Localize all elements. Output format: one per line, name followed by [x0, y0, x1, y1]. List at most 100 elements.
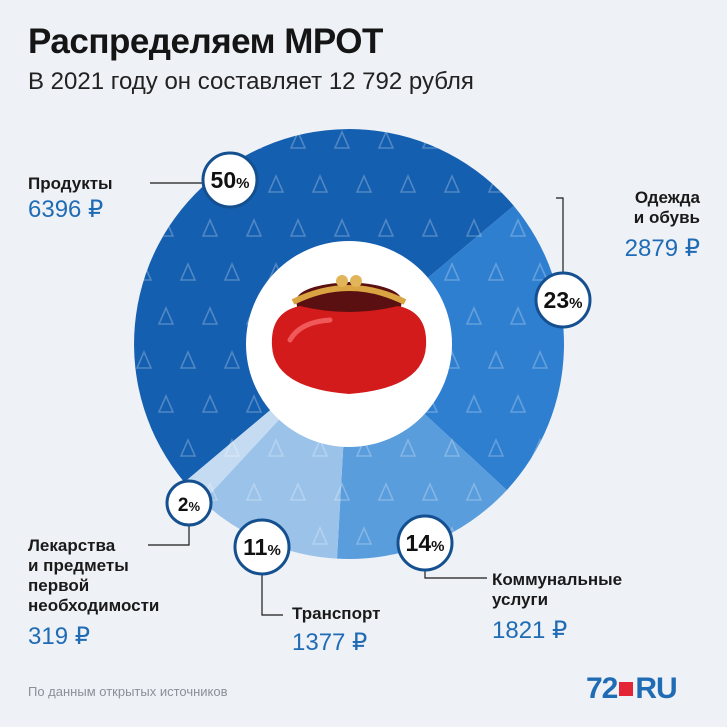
category-label-medicine: Лекарства и предметы первой необходимост…: [28, 536, 160, 615]
pattern-glyph: [333, 482, 351, 501]
pattern-glyph: [179, 438, 197, 457]
pattern-glyph: [553, 130, 564, 149]
pattern-glyph: [157, 130, 175, 149]
category-value-transport: 1377 ₽: [292, 629, 368, 656]
pattern-glyph: [355, 174, 373, 193]
pattern-glyph: [377, 130, 395, 149]
category-value-utilities: 1821 ₽: [492, 617, 568, 644]
logo-number: 72: [586, 672, 618, 705]
category-label-clothes: Одежда и обувь: [633, 188, 700, 227]
pattern-glyph: [157, 394, 175, 413]
pattern-glyph: [443, 174, 461, 193]
pattern-glyph: [267, 174, 285, 193]
percent-label: 23%: [544, 287, 583, 313]
percent-badge-clothes: 23%: [534, 271, 592, 329]
category-label-utilities: Коммунальные услуги: [492, 570, 623, 609]
percent-badge-products: 50%: [201, 151, 259, 209]
pattern-glyph: [399, 174, 417, 193]
pattern-glyph: [245, 130, 263, 149]
pattern-glyph: [311, 174, 329, 193]
pattern-glyph: [179, 350, 197, 369]
pattern-glyph: [443, 262, 461, 281]
pattern-glyph: [421, 482, 439, 501]
pattern-glyph: [289, 130, 307, 149]
category-value-clothes: 2879 ₽: [624, 235, 700, 262]
pattern-glyph: [443, 438, 461, 457]
pattern-glyph: [399, 438, 417, 457]
pattern-glyph: [377, 482, 395, 501]
pattern-glyph: [245, 394, 263, 413]
pattern-glyph: [223, 438, 241, 457]
leader-line-transport: [261, 574, 283, 616]
pie-slice-clothes: [349, 205, 564, 491]
pattern-glyph: [201, 218, 219, 237]
pattern-glyph: [157, 306, 175, 325]
pattern-glyph: [377, 218, 395, 237]
pattern-glyph: [355, 438, 373, 457]
category-value-products: 6396 ₽: [28, 196, 104, 223]
site-logo[interactable]: 72 RU: [586, 672, 678, 706]
percent-label: 2%: [178, 495, 201, 516]
pattern-glyph: [509, 130, 527, 149]
pattern-glyph: [267, 438, 285, 457]
category-label-transport: Транспорт: [292, 604, 381, 623]
leader-line-medicine: [148, 525, 190, 546]
pattern-glyph: [465, 306, 483, 325]
source-note: По данным открытых источников: [28, 684, 228, 699]
pattern-glyph: [509, 482, 527, 501]
pattern-glyph: [245, 218, 263, 237]
percent-label: 14%: [406, 530, 445, 556]
percent-label: 11%: [243, 534, 281, 560]
pattern-glyph: [179, 174, 197, 193]
pattern-glyph: [201, 306, 219, 325]
pattern-glyph: [509, 306, 527, 325]
pattern-glyph: [509, 394, 527, 413]
pattern-glyph: [333, 130, 351, 149]
pattern-glyph: [465, 482, 483, 501]
pattern-glyph: [465, 130, 483, 149]
pattern-glyph: [289, 482, 307, 501]
pattern-glyph: [179, 262, 197, 281]
percent-badge-medicine: 2%: [165, 479, 213, 527]
pattern-glyph: [223, 350, 241, 369]
pattern-glyph: [531, 350, 549, 369]
pattern-glyph: [135, 350, 153, 369]
pattern-glyph: [135, 174, 153, 193]
leader-line-clothes: [556, 197, 564, 273]
pattern-glyph: [509, 218, 527, 237]
pattern-glyph: [487, 526, 505, 545]
pattern-glyph: [553, 482, 564, 501]
percent-badge-transport: 11%: [233, 518, 291, 576]
purse-icon: [271, 275, 427, 394]
pattern-glyph: [201, 130, 219, 149]
pattern-glyph: [421, 218, 439, 237]
pattern-glyph: [135, 438, 153, 457]
pattern-glyph: [223, 262, 241, 281]
page-subtitle: В 2021 году он составляет 12 792 рубля: [28, 68, 474, 95]
pattern-glyph: [311, 526, 329, 545]
pattern-glyph: [465, 394, 483, 413]
pattern-glyph: [487, 350, 505, 369]
pattern-glyph: [179, 526, 197, 545]
percent-label: 50%: [211, 167, 250, 193]
pattern-glyph: [465, 218, 483, 237]
page-title: Распределяем МРОТ: [28, 22, 383, 61]
pattern-glyph: [289, 218, 307, 237]
pattern-glyph: [531, 262, 549, 281]
leader-line-utilities: [424, 570, 487, 579]
pattern-glyph: [245, 482, 263, 501]
pattern-glyph: [311, 438, 329, 457]
pattern-glyph: [355, 526, 373, 545]
pattern-glyph: [553, 394, 564, 413]
pattern-glyph: [201, 394, 219, 413]
category-label-products: Продукты: [28, 174, 113, 193]
pattern-glyph: [333, 218, 351, 237]
pattern-glyph: [531, 526, 549, 545]
pattern-glyph: [487, 262, 505, 281]
percent-badge-utilities: 14%: [396, 514, 454, 572]
pattern-glyph: [487, 438, 505, 457]
logo-ru: RU: [635, 672, 677, 705]
category-value-medicine: 319 ₽: [28, 623, 90, 650]
logo-square: [619, 682, 634, 696]
